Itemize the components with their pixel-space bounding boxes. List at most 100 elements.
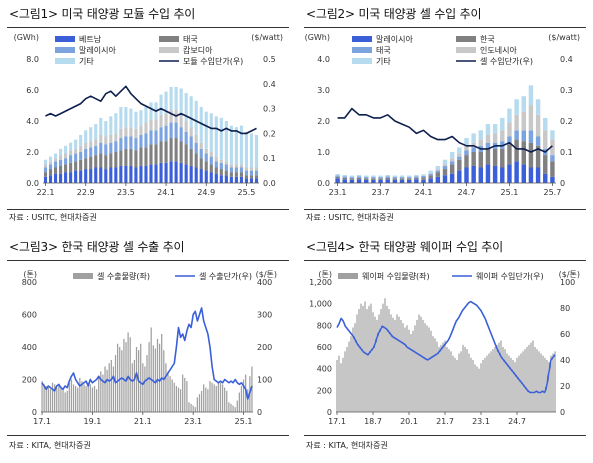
left-tick-label: 2.0 [26, 148, 39, 157]
bar-segment [528, 85, 534, 106]
bar-segment [59, 173, 63, 183]
bar-segment [214, 156, 218, 162]
bar [452, 355, 454, 412]
bar-segment [69, 142, 73, 151]
bar [66, 390, 68, 412]
bar-segment [342, 176, 347, 178]
bar-segment [500, 148, 505, 168]
bar-segment [189, 96, 193, 128]
bar-segment [214, 173, 218, 183]
bar [230, 403, 232, 412]
bar-segment [129, 127, 133, 137]
bar [194, 407, 196, 412]
bar-segment [457, 159, 462, 171]
bar [474, 364, 476, 412]
bar [488, 353, 490, 412]
bar-segment [179, 88, 183, 115]
bar [75, 386, 77, 412]
bar [370, 303, 372, 412]
right-tick-label: 0 [257, 408, 262, 417]
bar [448, 349, 450, 412]
bar [466, 349, 468, 412]
right-tick-label: 0.2 [263, 129, 276, 138]
bar-segment [209, 172, 213, 183]
bar-segment [199, 169, 203, 183]
bar-segment [457, 170, 462, 183]
bar [140, 343, 142, 412]
x-tick-label: 23.1 [329, 188, 347, 197]
legend-label: 기타 [376, 57, 391, 66]
bar [211, 382, 213, 412]
bar-segment [149, 130, 153, 145]
bar [458, 353, 460, 412]
bar-segment [89, 141, 93, 148]
bar [123, 338, 125, 412]
bar-segment [254, 134, 259, 168]
bar [154, 348, 157, 412]
bar-segment [94, 124, 98, 140]
source-note: 자료 : KITA, 현대차증권 [306, 441, 388, 450]
bar [133, 360, 136, 412]
bar [472, 360, 474, 412]
bar [45, 386, 47, 412]
bar-segment [64, 164, 68, 173]
bar [62, 389, 64, 412]
bar-segment [528, 167, 534, 183]
bar [228, 402, 230, 412]
bar [83, 384, 85, 412]
bar [64, 392, 66, 412]
bar-segment [59, 159, 63, 166]
bar [156, 338, 159, 412]
bar-segment [209, 156, 213, 165]
bar-segment [392, 179, 398, 183]
bar [494, 347, 496, 412]
bar-segment [114, 133, 118, 142]
bar-segment [159, 94, 163, 115]
bar [382, 303, 384, 412]
bar-segment [94, 139, 98, 146]
bar-segment [54, 158, 58, 162]
bar [404, 327, 406, 412]
bar-segment [449, 164, 455, 174]
left-tick-label: 200 [22, 376, 37, 385]
bar-segment [249, 170, 254, 176]
bar-segment [485, 142, 491, 149]
bar-segment [154, 130, 158, 145]
bar-segment [64, 153, 68, 159]
bar [362, 305, 364, 412]
left-tick-label: 400 [317, 365, 332, 374]
bar-segment [104, 136, 108, 145]
bar [186, 381, 188, 412]
bar-segment [224, 170, 228, 176]
bar [548, 362, 550, 412]
bar [554, 351, 556, 412]
bar-segment [421, 177, 426, 180]
bar-segment [543, 155, 548, 174]
bar [508, 355, 510, 412]
bar-segment [406, 177, 412, 179]
bar-segment [99, 153, 103, 168]
bar-segment [204, 111, 208, 149]
bar-segment [543, 117, 548, 131]
left-tick-label: 0.0 [26, 179, 39, 188]
bar-segment [79, 170, 83, 183]
bar-segment [478, 167, 484, 183]
bar-segment [204, 153, 208, 162]
bar [480, 363, 482, 412]
bar-segment [385, 176, 390, 178]
bar [374, 316, 376, 412]
bar-segment [149, 119, 153, 131]
bar-segment [109, 116, 113, 135]
bar-segment [129, 136, 133, 149]
bar [470, 357, 472, 412]
bar-segment [174, 161, 178, 183]
bar-segment [414, 174, 419, 177]
bar-segment [84, 169, 88, 183]
bar [215, 386, 217, 412]
bar [163, 350, 165, 412]
right-tick-label: 60 [560, 330, 570, 339]
bar [386, 305, 388, 412]
bar-segment [550, 161, 555, 177]
bar [142, 363, 144, 412]
right-tick-label: 100 [257, 376, 272, 385]
